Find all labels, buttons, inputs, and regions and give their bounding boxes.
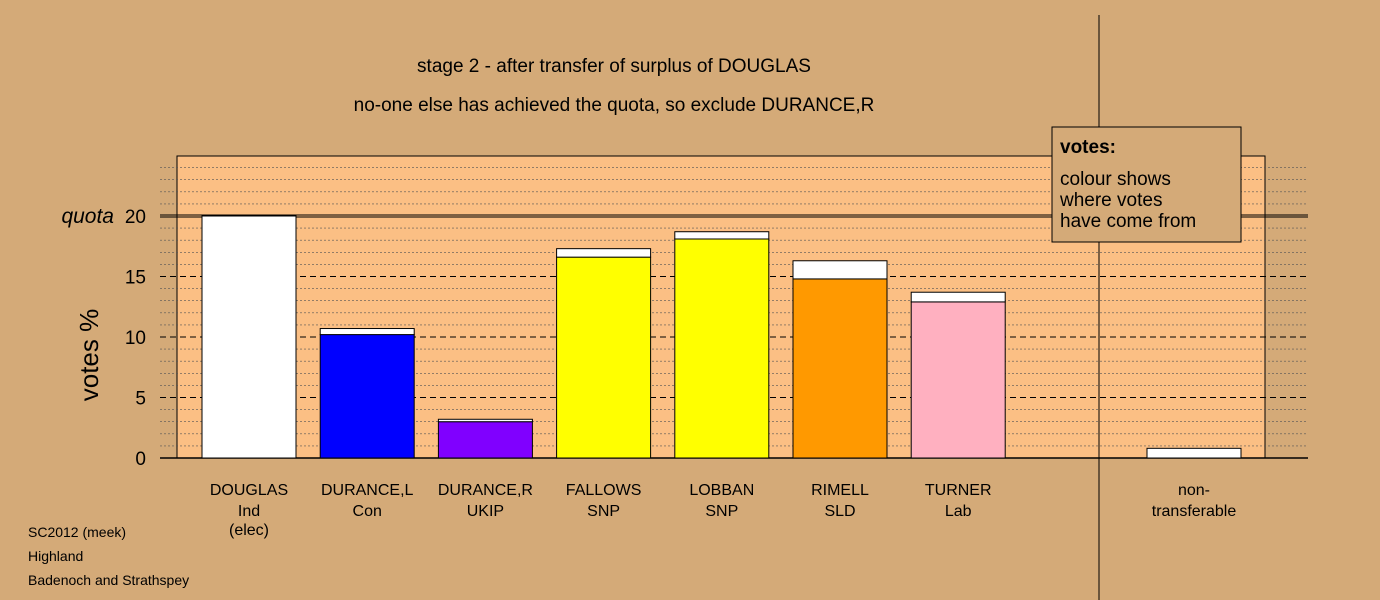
y-tick-label: 10 (125, 328, 146, 349)
candidate-party: SLD (824, 503, 855, 520)
y-tick-label: 15 (125, 268, 146, 289)
y-axis-label: votes % (74, 309, 104, 402)
nontransferable-label: non- (1178, 482, 1210, 499)
chart-subtitle: no-one else has achieved the quota, so e… (354, 95, 875, 116)
legend-line-3: have come from (1060, 211, 1196, 232)
y-tick-label: 0 (135, 449, 146, 470)
candidate-party: SNP (587, 503, 620, 520)
bar-nontransferable (1146, 447, 1242, 459)
candidate-name: DURANCE,L (321, 482, 414, 499)
legend: votes: colour shows where votes have com… (1051, 126, 1242, 243)
footer-line-2: Highland (28, 548, 84, 564)
candidate-party: Lab (945, 503, 972, 520)
bar-transfer-segment (674, 231, 770, 240)
bar-transfer-segment (792, 260, 888, 280)
candidate-name: FALLOWS (566, 482, 642, 499)
legend-box (1051, 126, 1242, 243)
bars (201, 215, 1242, 459)
bar-first-preference (319, 334, 415, 459)
candidate-name: DURANCE,R (438, 482, 533, 499)
footer-line-1: SC2012 (meek) (28, 524, 127, 540)
candidate-name: DOUGLAS (210, 482, 288, 499)
y-tick-label: 20 (125, 207, 146, 228)
candidate-party: Con (353, 503, 382, 520)
bar-first-preference (556, 256, 652, 459)
candidate-name: RIMELL (811, 482, 869, 499)
legend-title: votes: (1060, 137, 1116, 158)
legend-line-2: where votes (1059, 190, 1162, 211)
quota-label: quota (61, 205, 114, 228)
candidate-name: TURNER (925, 482, 992, 499)
category-labels: DOUGLAS Ind (elec) DURANCE,L Con DURANCE,R UKI… (210, 482, 1236, 539)
candidate-party: Ind (238, 503, 260, 520)
nontransferable-label: transferable (1152, 503, 1237, 520)
bar-transfer-segment (556, 248, 652, 258)
y-tick-label: 5 (135, 389, 146, 410)
candidate-status: (elec) (229, 522, 269, 539)
chart-title: stage 2 - after transfer of surplus of D… (417, 56, 811, 77)
candidate-name: LOBBAN (689, 482, 754, 499)
footer-line-3: Badenoch and Strathspey (28, 572, 190, 588)
bar-first-preference (201, 215, 297, 459)
bar-transfer-segment (910, 291, 1006, 303)
candidate-party: SNP (705, 503, 738, 520)
bar-first-preference (674, 238, 770, 459)
bar-transfer-segment (437, 418, 533, 423)
legend-line-1: colour shows (1060, 169, 1171, 190)
bar-transfer-segment (319, 328, 415, 336)
candidate-party: UKIP (467, 503, 504, 520)
bar-first-preference (437, 421, 533, 459)
bar-first-preference (792, 278, 888, 459)
bar-first-preference (910, 301, 1006, 459)
